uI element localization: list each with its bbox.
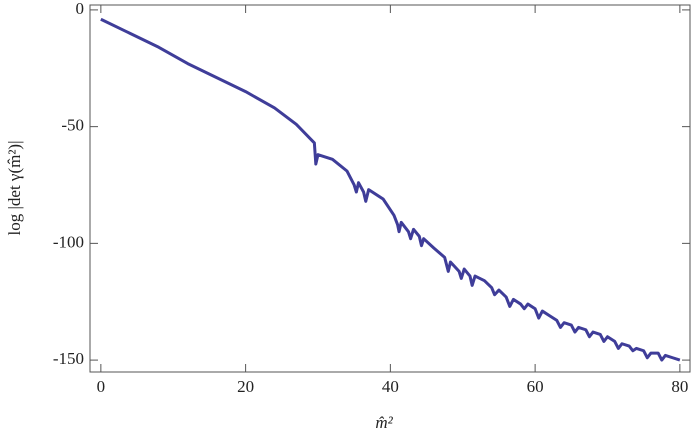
x-tick-label: 40: [382, 377, 399, 396]
x-tick-label: 60: [527, 377, 544, 396]
y-tick-label: -150: [53, 349, 84, 368]
data-line: [100, 17, 681, 362]
x-tick-label: 20: [237, 377, 254, 396]
y-tick-label: -100: [53, 232, 84, 251]
y-axis-label: log |det γ(m̂²)|: [5, 141, 24, 236]
x-tick-label: 0: [97, 377, 106, 396]
y-tick-label: 0: [76, 0, 85, 18]
x-tick-label: 80: [671, 377, 688, 396]
x-axis-label: m̂²: [375, 413, 393, 432]
y-tick-label: -50: [61, 116, 84, 135]
